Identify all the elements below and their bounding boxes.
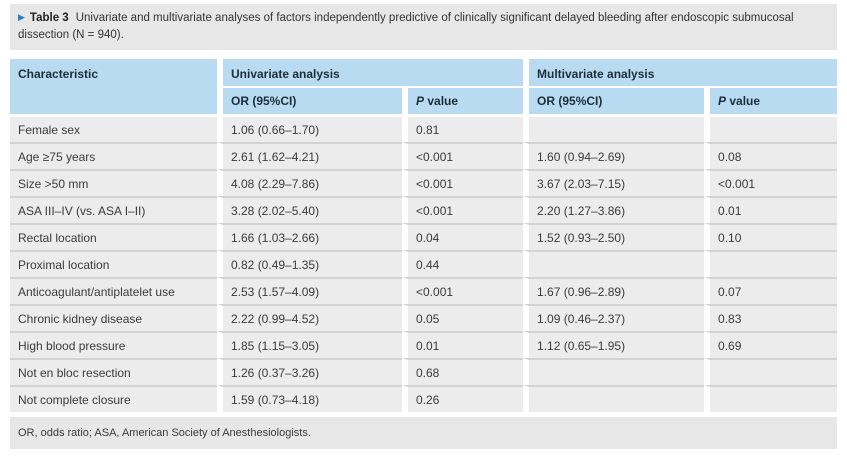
cell-multivariate-p: 0.08 [704,142,838,170]
cell-univariate-p: 0.01 [402,331,524,359]
cell-multivariate-p [704,358,838,386]
table-row: Not en bloc resection 1.26 (0.37–3.26) 0… [10,358,838,386]
cell-univariate-or: 4.08 (2.29–7.86) [217,169,402,197]
cell-multivariate-or: 1.12 (0.65–1.95) [523,331,705,359]
cell-multivariate-or: 2.20 (1.27–3.86) [523,196,705,224]
table-footnote: OR, odds ratio; ASA, American Society of… [10,417,837,450]
cell-characteristic: Female sex [10,114,217,143]
cell-characteristic: ASA III–IV (vs. ASA I–II) [10,196,217,224]
cell-univariate-or: 3.28 (2.02–5.40) [217,196,402,224]
cell-univariate-or: 2.61 (1.62–4.21) [217,142,402,170]
cell-characteristic: High blood pressure [10,331,217,359]
cell-characteristic: Chronic kidney disease [10,304,217,332]
cell-multivariate-or: 1.67 (0.96–2.89) [523,277,705,305]
table-row: Anticoagulant/antiplatelet use 2.53 (1.5… [10,277,838,305]
p-value-italic: P [718,94,727,109]
cell-multivariate-or: 1.60 (0.94–2.69) [523,142,705,170]
table-caption-text: Univariate and multivariate analyses of … [18,12,794,41]
cell-univariate-or: 2.53 (1.57–4.09) [217,277,402,305]
table-row: High blood pressure 1.85 (1.15–3.05) 0.0… [10,331,838,359]
cell-characteristic: Anticoagulant/antiplatelet use [10,277,217,305]
table-body: Female sex 1.06 (0.66–1.70) 0.81 Age ≥75… [10,114,838,413]
column-header-univariate-p: P value [402,88,524,115]
table-row: Size >50 mm 4.08 (2.29–7.86) <0.001 3.67… [10,169,838,197]
cell-characteristic: Age ≥75 years [10,142,217,170]
cell-multivariate-or: 1.09 (0.46–2.37) [523,304,705,332]
cell-univariate-p: 0.05 [402,304,524,332]
cell-univariate-p: 0.81 [402,114,524,143]
cell-multivariate-or: 1.52 (0.93–2.50) [523,223,705,251]
cell-multivariate-p: <0.001 [704,169,838,197]
cell-multivariate-p [704,250,838,278]
cell-univariate-p: <0.001 [402,142,524,170]
cell-multivariate-p [704,114,838,143]
table-header: Characteristic Univariate analysis Multi… [10,59,838,115]
column-header-multivariate-or: OR (95%CI) [523,88,705,115]
cell-univariate-or: 1.59 (0.73–4.18) [217,385,402,413]
cell-characteristic: Not complete closure [10,385,217,413]
cell-univariate-or: 1.26 (0.37–3.26) [217,358,402,386]
table-row: Age ≥75 years 2.61 (1.62–4.21) <0.001 1.… [10,142,838,170]
cell-multivariate-p: 0.69 [704,331,838,359]
cell-characteristic: Size >50 mm [10,169,217,197]
table-row: Proximal location 0.82 (0.49–1.35) 0.44 [10,250,838,278]
cell-multivariate-or [523,358,705,386]
cell-univariate-p: 0.26 [402,385,524,413]
cell-multivariate-p: 0.07 [704,277,838,305]
cell-univariate-or: 0.82 (0.49–1.35) [217,250,402,278]
table-row: Chronic kidney disease 2.22 (0.99–4.52) … [10,304,838,332]
cell-multivariate-p: 0.83 [704,304,838,332]
cell-characteristic: Rectal location [10,223,217,251]
column-group-univariate: Univariate analysis [217,59,524,89]
column-group-multivariate: Multivariate analysis [523,59,838,89]
cell-univariate-or: 2.22 (0.99–4.52) [217,304,402,332]
cell-multivariate-p: 0.10 [704,223,838,251]
cell-univariate-or: 1.66 (1.03–2.66) [217,223,402,251]
cell-univariate-p: 0.68 [402,358,524,386]
cell-multivariate-or [523,250,705,278]
cell-characteristic: Not en bloc resection [10,358,217,386]
cell-multivariate-or [523,114,705,143]
p-value-italic: P [416,94,425,109]
cell-univariate-p: <0.001 [402,277,524,305]
cell-univariate-p: 0.44 [402,250,524,278]
cell-multivariate-p [704,385,838,413]
column-header-multivariate-p: P value [704,88,838,115]
analysis-table: Characteristic Univariate analysis Multi… [10,59,838,413]
table-row: ASA III–IV (vs. ASA I–II) 3.28 (2.02–5.4… [10,196,838,224]
table-caption-label: Table 3 [29,12,69,24]
cell-univariate-p: 0.04 [402,223,524,251]
table-header-group-row: Characteristic Univariate analysis Multi… [10,59,838,115]
cell-multivariate-p: 0.01 [704,196,838,224]
cell-univariate-p: <0.001 [402,196,524,224]
cell-univariate-p: <0.001 [402,169,524,197]
p-value-rest: value [726,94,761,109]
table-row: Not complete closure 1.59 (0.73–4.18) 0.… [10,385,838,413]
table-caption: ▶ Table 3 Univariate and multivariate anal… [10,4,837,51]
cell-univariate-or: 1.06 (0.66–1.70) [217,114,402,143]
table-row: Rectal location 1.66 (1.03–2.66) 0.04 1.… [10,223,838,251]
table-row: Female sex 1.06 (0.66–1.70) 0.81 [10,114,838,143]
p-value-rest: value [424,94,459,109]
cell-univariate-or: 1.85 (1.15–3.05) [217,331,402,359]
table-marker-icon: ▶ [18,12,25,22]
cell-characteristic: Proximal location [10,250,217,278]
cell-multivariate-or [523,385,705,413]
column-header-characteristic: Characteristic [10,59,217,115]
table-subheader-row: OR (95%CI) P value OR (95%CI) P value [10,88,838,115]
column-header-univariate-or: OR (95%CI) [217,88,402,115]
cell-multivariate-or: 3.67 (2.03–7.15) [523,169,705,197]
